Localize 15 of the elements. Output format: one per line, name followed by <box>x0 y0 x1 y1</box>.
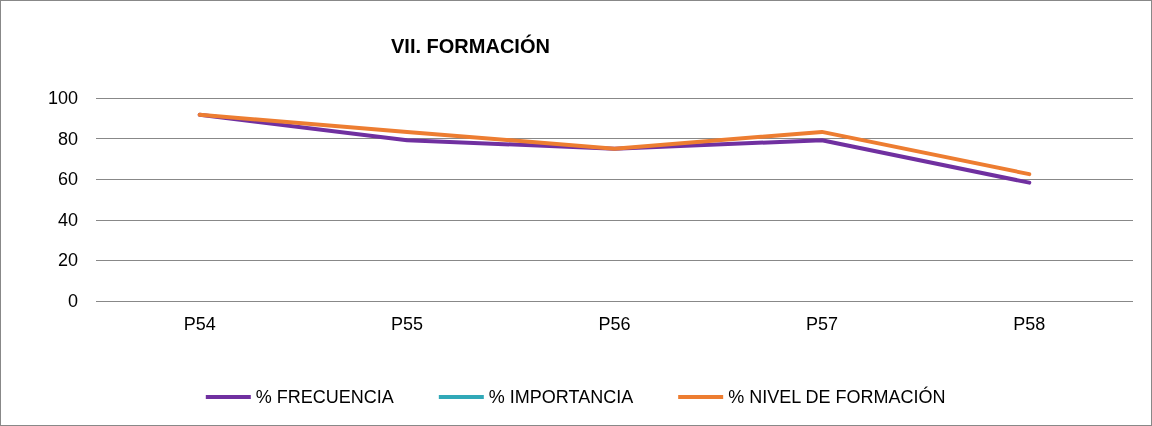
chart-title: VII. FORMACIÓN <box>391 34 550 57</box>
y-tick-label: 20 <box>57 250 78 271</box>
y-tick-label: 0 <box>67 291 78 311</box>
y-tick-label: 40 <box>57 209 78 230</box>
x-tick-label: P54 <box>183 314 216 334</box>
x-tick-label: P58 <box>1013 314 1046 334</box>
y-tick-label: 60 <box>57 169 78 190</box>
y-tick-label: 80 <box>57 128 78 149</box>
legend-label: % IMPORTANCIA <box>488 387 634 407</box>
legend-label: % NIVEL DE FORMACIÓN <box>728 386 946 407</box>
x-tick-label: P56 <box>598 314 631 334</box>
y-tick-label: 100 <box>47 88 78 108</box>
legend-label: % FRECUENCIA <box>255 387 394 407</box>
x-tick-label: P57 <box>805 314 838 334</box>
x-tick-label: P55 <box>391 314 424 334</box>
